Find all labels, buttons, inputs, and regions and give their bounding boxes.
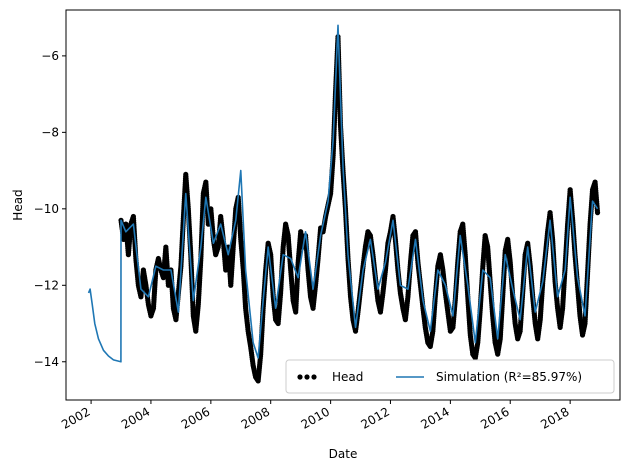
legend-head-marker-1 [297,374,303,380]
legend-simulation-label: Simulation (R²=85.97%) [436,370,582,384]
y-axis-label: Head [11,189,25,220]
legend-head-marker-3 [311,374,317,380]
y-tick-label: −14 [34,355,59,369]
plot-frame [65,9,621,401]
y-tick-label: −10 [34,202,59,216]
simulation-line [87,24,599,363]
y-axis: −14 −12 −10 −8 −6 [34,49,66,369]
legend: Head Simulation (R²=85.97%) [285,359,615,394]
legend-head-marker-2 [304,374,310,380]
y-tick-label: −8 [41,125,59,139]
y-tick-label: −6 [41,49,59,63]
legend-box [285,359,615,394]
x-axis-label: Date [329,447,358,461]
head-point [594,210,601,216]
legend-head-label: Head [332,370,363,384]
simulation-series [87,24,599,363]
y-tick-label: −12 [34,278,59,292]
